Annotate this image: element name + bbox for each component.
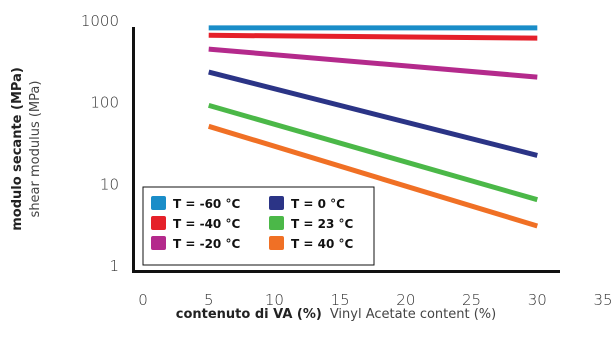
legend-swatch bbox=[151, 236, 166, 250]
y-axis-label-normal: shear modulus (MPa) bbox=[28, 81, 43, 218]
legend-swatch bbox=[269, 196, 284, 210]
series-line-2 bbox=[208, 69, 538, 158]
legend-label: T = 23 °C bbox=[291, 217, 353, 231]
x-tick-label: 30 bbox=[528, 291, 547, 309]
legend-label: T = -60 °C bbox=[173, 197, 240, 211]
series-line-6 bbox=[207, 123, 539, 229]
x-axis-label: contenuto di VA (%) Vinyl Acetate content… bbox=[176, 307, 496, 322]
series-line-5 bbox=[208, 46, 538, 80]
x-axis-label-bold: contenuto di VA (%) bbox=[176, 307, 322, 322]
legend-label: T = 0 °C bbox=[291, 197, 345, 211]
legend-label: T = 40 °C bbox=[291, 237, 353, 251]
x-tick-label: 0 bbox=[138, 291, 148, 309]
legend-swatch bbox=[151, 216, 166, 230]
legend: T = -60 °C T = 0 °C T = -40 °C T = 23 °C T =… bbox=[142, 186, 375, 266]
x-tick-label: 15 bbox=[331, 291, 350, 309]
x-tick-label: 10 bbox=[265, 291, 284, 309]
series-line-3 bbox=[208, 32, 538, 41]
legend-label: T = -20 °C bbox=[173, 237, 240, 251]
legend-box bbox=[142, 186, 375, 266]
y-tick-label: 100 bbox=[90, 94, 119, 112]
legend-swatch bbox=[269, 216, 284, 230]
x-tick-label: 20 bbox=[396, 291, 415, 309]
x-tick-label: 5 bbox=[204, 291, 214, 309]
series-line-4 bbox=[208, 102, 538, 203]
y-tick-label: 10 bbox=[100, 175, 119, 193]
y-axis-label-bold: modulo secante (MPa) bbox=[10, 67, 25, 231]
x-tick-label: 25 bbox=[462, 291, 481, 309]
x-axis-label-normal: Vinyl Acetate content (%) bbox=[330, 307, 496, 322]
y-tick-label: 1 bbox=[109, 257, 119, 275]
legend-label: T = -40 °C bbox=[173, 217, 240, 231]
x-tick-label: 35 bbox=[593, 291, 612, 309]
y-tick-label: 1000 bbox=[81, 12, 119, 30]
legend-swatch bbox=[151, 196, 166, 210]
legend-swatch bbox=[269, 236, 284, 250]
